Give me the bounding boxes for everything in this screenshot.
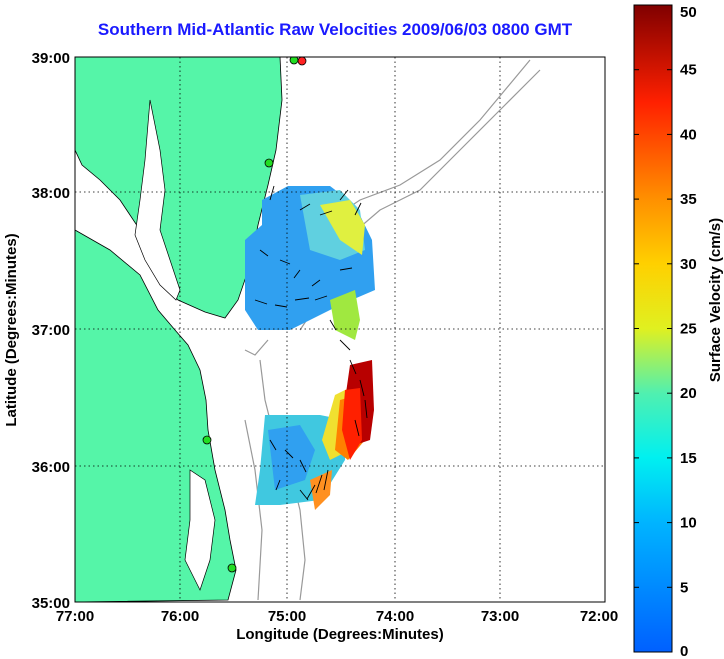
- y-tick-label: 37:00: [32, 322, 70, 339]
- x-axis-label: Longitude (Degrees:Minutes): [236, 626, 444, 643]
- x-axis: 77:00 76:00 75:00 74:00 73:00 72:00 Long…: [56, 608, 618, 643]
- velocity-field: [245, 186, 375, 510]
- station-marker-icon: [264, 158, 274, 168]
- station-marker-icon: [202, 435, 212, 445]
- colorbar-tick-label: 35: [680, 191, 697, 208]
- y-axis-label: Latitude (Degrees:Minutes): [3, 233, 20, 426]
- colorbar-tick-label: 15: [680, 450, 697, 467]
- plot-frame: [74, 56, 606, 603]
- y-tick-label: 36:00: [32, 459, 70, 476]
- colorbar-tick-label: 30: [680, 256, 697, 273]
- map-title: Southern Mid-Atlantic Raw Velocities 200…: [97, 20, 573, 39]
- colorbar-label: Surface Velocity (cm/s): [707, 218, 724, 382]
- y-tick-label: 35:00: [32, 595, 70, 612]
- colorbar-tick-label: 5: [680, 579, 688, 596]
- grid-lines: [75, 57, 605, 602]
- sound-water: [184, 469, 216, 591]
- y-axis: 39:00 38:00 37:00 36:00 35:00 Latitude (…: [3, 50, 70, 612]
- colorbar-tick-label: 45: [680, 62, 697, 79]
- current-arrows: [254, 185, 368, 501]
- station-alert-marker-icon: [297, 57, 307, 66]
- colorbar-tick-label: 20: [680, 385, 697, 402]
- map-plot-area: [75, 57, 605, 602]
- colorbar-tick-label: 50: [680, 4, 697, 21]
- colorbar-tick-label: 0: [680, 643, 688, 659]
- chesapeake-bay: [134, 99, 181, 301]
- x-tick-label: 74:00: [376, 608, 414, 625]
- station-markers: [202, 57, 307, 573]
- x-tick-label: 76:00: [161, 608, 199, 625]
- x-tick-label: 72:00: [580, 608, 618, 625]
- colorbar-tick-label: 25: [680, 321, 697, 338]
- station-marker-icon: [227, 563, 237, 573]
- colorbar-tick-label: 40: [680, 126, 697, 143]
- x-tick-label: 73:00: [481, 608, 519, 625]
- land-mass: [75, 57, 283, 319]
- colorbar-tick-label: 10: [680, 515, 697, 532]
- y-tick-label: 38:00: [32, 185, 70, 202]
- x-tick-label: 77:00: [56, 608, 94, 625]
- colorbar-gradient: [633, 4, 673, 653]
- y-tick-label: 39:00: [32, 50, 70, 67]
- x-tick-label: 75:00: [268, 608, 306, 625]
